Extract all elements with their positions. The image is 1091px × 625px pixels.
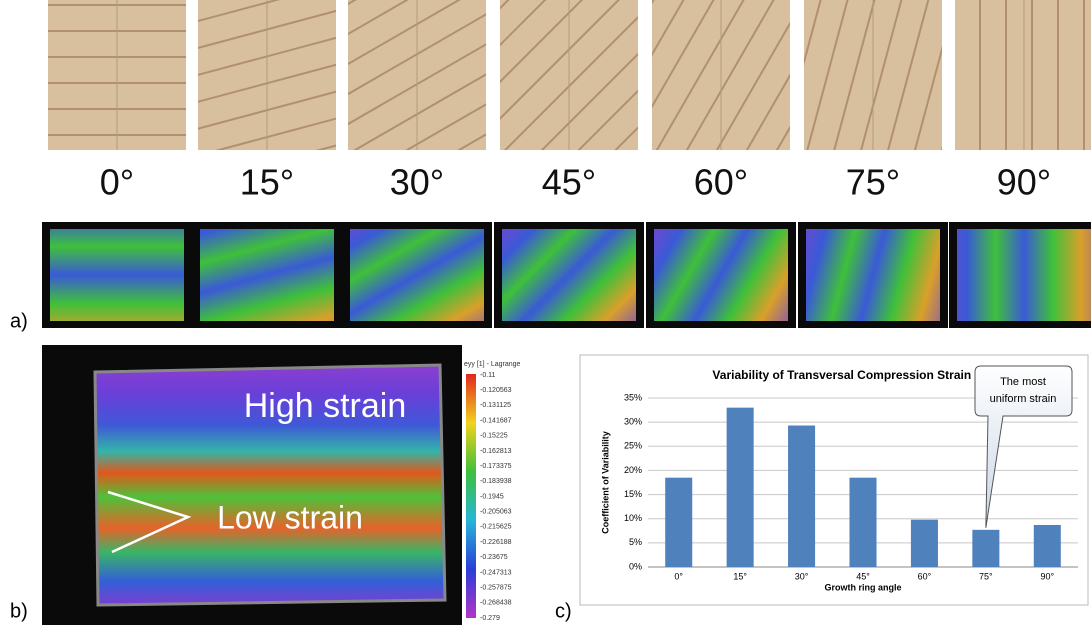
x-tick-label: 0°: [674, 571, 683, 581]
colorbar-tick-label: -0.205063: [480, 509, 512, 516]
y-tick-label: 15%: [624, 489, 642, 499]
y-tick-label: 35%: [624, 392, 642, 402]
colorbar-tick-label: -0.183938: [480, 478, 512, 485]
y-tick-label: 10%: [624, 513, 642, 523]
x-tick-label: 90°: [1040, 571, 1054, 581]
x-axis-label: Growth ring angle: [824, 582, 901, 592]
bar: [849, 478, 876, 567]
bar: [911, 520, 938, 567]
colorbar-tick-label: -0.15225: [480, 433, 508, 440]
angle-label: 90°: [997, 162, 1051, 203]
bar: [727, 408, 754, 567]
y-tick-label: 20%: [624, 465, 642, 475]
colorbar-title: eyy [1] - Lagrange: [464, 361, 521, 368]
angle-label: 60°: [694, 162, 748, 203]
angle-label: 75°: [846, 162, 900, 203]
colorbar-tick-label: -0.215625: [480, 524, 512, 531]
angle-label: 45°: [542, 162, 596, 203]
colorbar-tick-label: -0.23675: [480, 554, 508, 561]
colorbar-tick-label: -0.257875: [480, 584, 512, 591]
annotation: Low strain: [217, 499, 363, 535]
colorbar-tick-label: -0.247313: [480, 569, 512, 576]
colorbar-tick-label: -0.120563: [480, 387, 512, 394]
angle-label: 15°: [240, 162, 294, 203]
colorbar-tick-label: -0.162813: [480, 448, 512, 455]
colorbar-tick-label: -0.173375: [480, 463, 512, 470]
bar: [972, 530, 999, 567]
bar: [1034, 525, 1061, 567]
bar: [788, 426, 815, 567]
x-tick-label: 60°: [918, 571, 932, 581]
colorbar-tick-label: -0.141687: [480, 417, 512, 424]
colorbar-tick-label: -0.11: [480, 372, 496, 379]
angle-label: 30°: [390, 162, 444, 203]
annotation: High strain: [244, 387, 407, 425]
y-tick-label: 25%: [624, 441, 642, 451]
x-tick-label: 75°: [979, 571, 993, 581]
panel-label: b): [10, 600, 28, 622]
angle-label: 0°: [100, 162, 134, 203]
chart-title: Variability of Transversal Compression S…: [712, 368, 993, 382]
colorbar-tick-label: -0.1945: [480, 493, 504, 500]
colorbar-tick-label: -0.279: [480, 615, 500, 622]
x-tick-label: 45°: [856, 571, 870, 581]
colorbar-tick-label: -0.131125: [480, 402, 511, 409]
wood-surface: [955, 0, 1091, 150]
colorbar-tick-label: -0.226188: [480, 539, 512, 546]
bar: [665, 478, 692, 567]
y-tick-label: 0%: [629, 561, 642, 571]
y-axis-label: Coefficient of Variability: [600, 431, 610, 534]
panel-label: c): [555, 600, 572, 622]
figure: a) b) c) High strain Low strain eyy [1] …: [0, 0, 1091, 625]
y-tick-label: 5%: [629, 537, 642, 547]
x-tick-label: 30°: [795, 571, 809, 581]
x-tick-label: 15°: [733, 571, 747, 581]
y-tick-label: 30%: [624, 417, 642, 427]
panel-label: a): [10, 310, 28, 332]
colorbar: [466, 374, 476, 618]
colorbar-tick-label: -0.268438: [480, 600, 512, 607]
